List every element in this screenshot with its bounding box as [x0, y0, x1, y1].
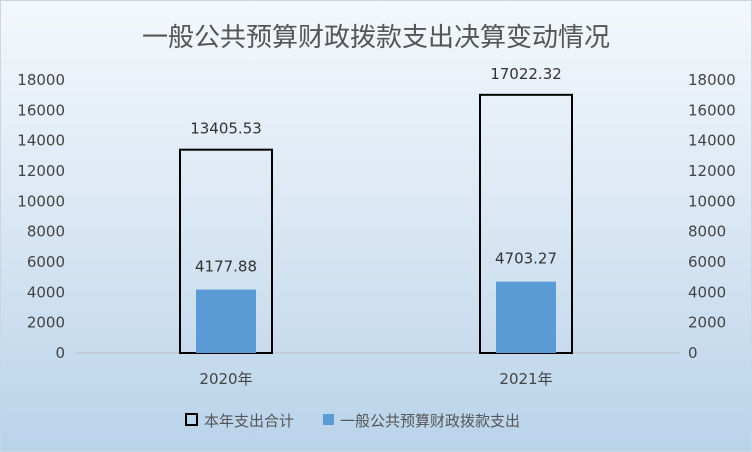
bar-general-budget [496, 281, 556, 353]
data-label-general: 4703.27 [495, 250, 557, 268]
chart-title: 一般公共预算财政拨款支出决算变动情况 [142, 23, 610, 53]
y2-tick-label: 8000 [688, 223, 726, 241]
y-tick-label: 18000 [17, 71, 65, 89]
bar-general-budget [196, 289, 256, 353]
y2-tick-label: 18000 [688, 71, 736, 89]
y-axis-left: 0 2000 4000 6000 8000 10000 12000 14000 16000 180… [17, 71, 65, 362]
y2-tick-label: 14000 [688, 132, 736, 150]
legend-label-total: 本年支出合计 [204, 412, 294, 430]
y-tick-label: 4000 [27, 283, 65, 301]
y-tick-label: 14000 [17, 132, 65, 150]
y-tick-label: 16000 [17, 101, 65, 119]
y-tick-label: 6000 [27, 253, 65, 271]
data-label-general: 4177.88 [195, 258, 257, 276]
bars: 13405.53 4177.88 17022.32 4703.27 [179, 65, 573, 354]
y2-tick-label: 0 [688, 344, 698, 362]
y-tick-label: 0 [55, 344, 65, 362]
x-axis-labels: 2020年 2021年 [199, 370, 552, 388]
y-tick-label: 10000 [17, 192, 65, 210]
x-tick-label: 2020年 [199, 370, 252, 388]
legend: 本年支出合计 一般公共预算财政拨款支出 [185, 412, 520, 430]
y2-tick-label: 16000 [688, 101, 736, 119]
y2-tick-label: 6000 [688, 253, 726, 271]
y-tick-label: 8000 [27, 223, 65, 241]
data-label-total: 13405.53 [190, 120, 262, 138]
y2-tick-label: 10000 [688, 192, 736, 210]
legend-label-general: 一般公共预算财政拨款支出 [340, 412, 520, 430]
y2-tick-label: 12000 [688, 162, 736, 180]
y-tick-label: 2000 [27, 314, 65, 332]
y-axis-right: 0 2000 4000 6000 8000 10000 12000 14000 16000 180… [688, 71, 736, 362]
legend-swatch-outline [185, 413, 198, 426]
data-label-total: 17022.32 [490, 65, 562, 83]
y-tick-label: 12000 [17, 162, 65, 180]
x-tick-label: 2021年 [499, 370, 552, 388]
y2-tick-label: 4000 [688, 283, 726, 301]
legend-swatch-filled [323, 414, 334, 425]
y2-tick-label: 2000 [688, 314, 726, 332]
